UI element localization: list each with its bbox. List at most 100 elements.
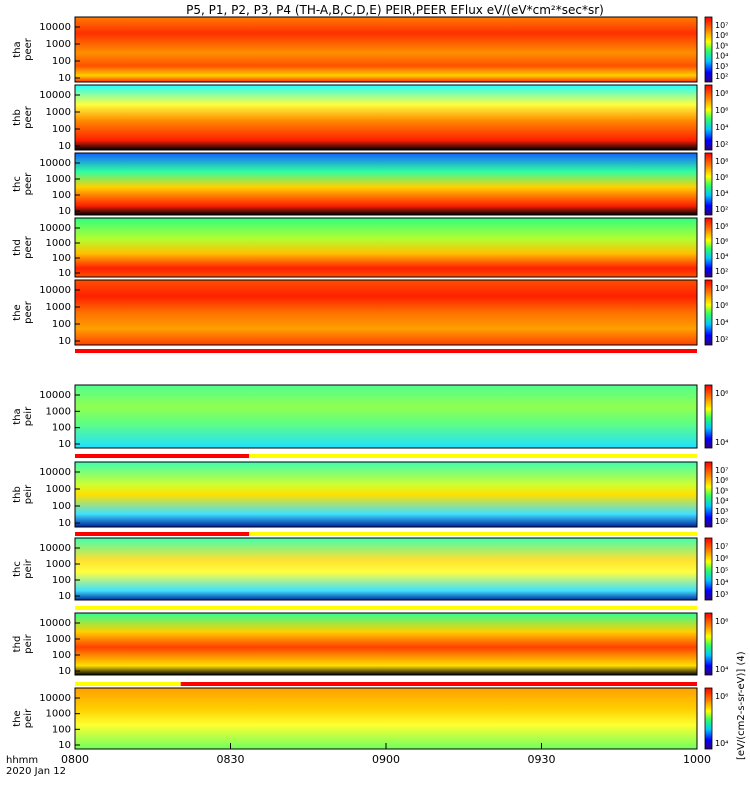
colorbar <box>704 16 713 83</box>
x-tick-label: 0800 <box>61 753 89 766</box>
panel-frame <box>74 279 698 346</box>
y-tick-label: 1000 <box>46 406 71 417</box>
status-bar-segment <box>75 606 697 610</box>
colorbar-tick-label: 10² <box>715 205 728 214</box>
colorbar-tick-label: 10⁴ <box>715 189 728 198</box>
y-tick-label: 100 <box>52 319 71 330</box>
y-tick-label: 10000 <box>39 158 71 169</box>
y-tick-label: 1000 <box>46 559 71 570</box>
x-tick-label: 1000 <box>683 753 711 766</box>
y-tick-label: 10000 <box>39 22 71 33</box>
colorbar-tick-label: 10⁸ <box>715 89 728 98</box>
y-tick-label: 100 <box>52 253 71 264</box>
status-bar-segment <box>180 682 698 686</box>
y-tick-label: 10 <box>58 268 71 279</box>
colorbar-tick-label: 10⁵ <box>715 41 728 50</box>
colorbar-tick-label: 10⁴ <box>715 665 728 674</box>
y-tick-label: 10 <box>58 439 71 450</box>
colorbar-tick-label: 10⁵ <box>715 486 728 495</box>
colorbar-tick-label: 10⁷ <box>715 21 728 30</box>
x-axis-label: hhmm <box>6 755 38 766</box>
y-tick-label: 1000 <box>46 484 71 495</box>
colorbar-tick-label: 10⁵ <box>715 566 728 575</box>
spectrogram-panel-3 <box>75 153 697 215</box>
panel-label: peir <box>23 558 34 578</box>
colorbar-tick-label: 10⁶ <box>715 389 728 398</box>
panel-label: thc <box>12 561 23 577</box>
spectrogram-panel-5 <box>75 280 697 345</box>
y-tick-label: 1000 <box>46 709 71 720</box>
y-tick-label: 10000 <box>39 223 71 234</box>
panel-label: thb <box>12 486 23 503</box>
status-bars <box>75 349 698 686</box>
y-tick-label: 10 <box>58 740 71 751</box>
colorbar-tick-label: 10² <box>715 267 728 276</box>
spectrogram-panel-6 <box>75 385 697 448</box>
colorbar-tick-label: 10³ <box>715 62 728 71</box>
y-tick-label: 10000 <box>39 390 71 401</box>
panel-label: peer <box>23 37 34 61</box>
panel-label: the <box>12 304 23 320</box>
spectrogram-panel-9 <box>75 613 697 675</box>
y-tick-label: 10 <box>58 666 71 677</box>
y-tick-label: 10000 <box>39 543 71 554</box>
y-tick-label: 10 <box>58 518 71 529</box>
y-tick-label: 1000 <box>46 174 71 185</box>
figure-title: P5, P1, P2, P3, P4 (TH-A,B,C,D,E) PEIR,P… <box>186 3 604 17</box>
x-tick-label: 0930 <box>528 753 556 766</box>
panel-label: peer <box>23 300 34 324</box>
colorbar-tick-label: 10⁷ <box>715 466 728 475</box>
y-tick-label: 10000 <box>39 285 71 296</box>
panel-frame <box>74 537 698 601</box>
panel-label: thd <box>12 636 23 653</box>
colorbar-tick-label: 10² <box>715 335 728 344</box>
y-tick-label: 1000 <box>46 634 71 645</box>
y-tick-label: 10 <box>58 73 71 84</box>
colorbar-tick-label: 10³ <box>715 590 728 599</box>
y-tick-label: 100 <box>52 190 71 201</box>
colorbar-tick-label: 10² <box>715 517 728 526</box>
panel-label: peir <box>23 708 34 728</box>
panel-label: peir <box>23 406 34 426</box>
colorbar-tick-label: 10⁶ <box>715 173 728 182</box>
status-bar-segment <box>249 532 697 536</box>
colorbar-tick-label: 10⁴ <box>715 52 728 61</box>
spectrogram-panel-1 <box>75 17 697 82</box>
spectrogram-panel-2 <box>75 85 697 150</box>
spectrogram-panel-10 <box>75 688 697 749</box>
panel-label: thb <box>12 109 23 126</box>
colorbar-tick-label: 10⁸ <box>715 157 728 166</box>
colorbar-tick-label: 10⁶ <box>715 237 728 246</box>
panel-label: tha <box>12 41 23 57</box>
y-tick-label: 10 <box>58 141 71 152</box>
y-tick-label: 100 <box>52 575 71 586</box>
y-tick-label: 10000 <box>39 90 71 101</box>
panel-label: peer <box>23 235 34 259</box>
panel-frame <box>74 461 698 528</box>
colorbar-tick-label: 10² <box>715 140 728 149</box>
colorbar-tick-label: 10⁴ <box>715 123 728 132</box>
x-tick-label: 0830 <box>217 753 245 766</box>
spectrogram-panel-8 <box>75 538 697 600</box>
panel-label: peir <box>23 633 34 653</box>
panel-frame <box>74 16 698 83</box>
status-bar-segment <box>75 532 250 536</box>
x-tick-label: 0900 <box>372 753 400 766</box>
y-tick-label: 1000 <box>46 238 71 249</box>
panel-label: peir <box>23 484 34 504</box>
colorbar-tick-label: 10⁴ <box>715 438 728 447</box>
colorbar <box>704 84 713 151</box>
colorbar-tick-label: 10⁶ <box>715 301 728 310</box>
y-tick-label: 10 <box>58 206 71 217</box>
y-tick-label: 1000 <box>46 107 71 118</box>
panel-frame <box>74 384 698 449</box>
x-axis-date: 2020 Jan 12 <box>6 766 66 777</box>
colorbar <box>704 461 713 528</box>
colorbar <box>704 384 713 449</box>
panel-label: peer <box>23 172 34 196</box>
colorbar-tick-label: 10² <box>715 72 728 81</box>
panel-frame <box>74 217 698 278</box>
colorbar-tick-label: 10³ <box>715 507 728 516</box>
colorbar-tick-label: 10⁸ <box>715 222 728 231</box>
